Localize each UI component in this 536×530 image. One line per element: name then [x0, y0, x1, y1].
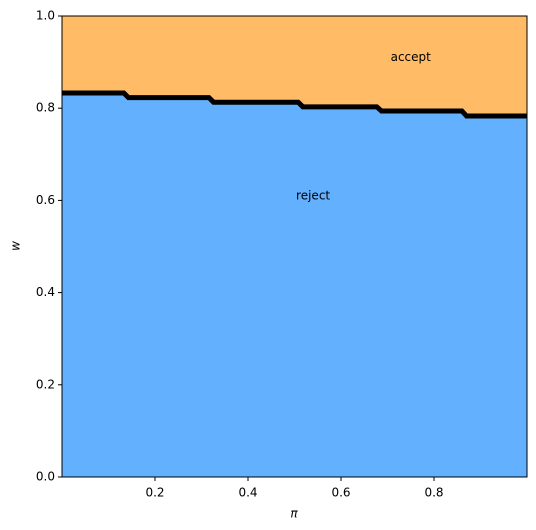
y-tick-label: 0.2 — [36, 377, 55, 391]
y-tick-label: 0.4 — [36, 285, 55, 299]
plot-frame — [61, 15, 528, 478]
y-tick-label: 0.0 — [36, 470, 55, 484]
x-tick-label: 0.4 — [238, 486, 257, 500]
x-tick-label: 0.2 — [145, 486, 164, 500]
x-tick-label: 0.6 — [331, 486, 350, 500]
x-tick-label: 0.8 — [424, 486, 443, 500]
region-above — [62, 16, 527, 117]
y-tick-label: 0.6 — [36, 193, 55, 207]
y-axis-label: w — [9, 241, 23, 251]
annotation: reject — [296, 188, 330, 202]
boundary-line — [62, 90, 527, 119]
y-tick-label: 1.0 — [36, 9, 55, 23]
region-below — [62, 92, 527, 477]
annotation: accept — [391, 50, 432, 64]
x-axis-label: π — [290, 507, 298, 521]
y-tick-label: 0.8 — [36, 101, 55, 115]
